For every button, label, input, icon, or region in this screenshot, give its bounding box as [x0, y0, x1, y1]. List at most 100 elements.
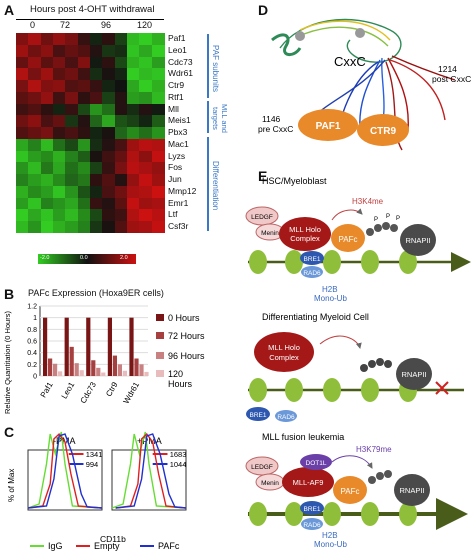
h2b-label-1: H2B	[322, 285, 338, 294]
h3k4me-arrow	[331, 208, 363, 221]
heatmap-cell	[151, 33, 165, 45]
heatmap-cell	[127, 80, 140, 93]
heatmap-cell	[139, 68, 153, 81]
heatmap-cell	[77, 115, 91, 128]
bar-chart: 0 0.2 0.4 0.6 0.8 1 1.2 Relative Quantitation (…	[3, 304, 205, 415]
heatmap-cell	[102, 80, 116, 93]
heatmap-cell	[16, 33, 29, 45]
heatmap-cell	[53, 91, 66, 104]
heatmap-cell	[127, 138, 140, 151]
panel-label-d: D	[258, 2, 269, 18]
heatmap-cell	[102, 68, 116, 81]
heatmap-cell	[114, 209, 128, 222]
heatmap-cell	[139, 185, 153, 198]
legend-label: Empty	[94, 541, 120, 551]
heatmap-cell	[77, 150, 91, 163]
heatmap-cell	[102, 185, 116, 198]
heatmap-cell	[28, 185, 42, 198]
bre1-protein	[246, 407, 270, 421]
h3k4me-label: H3K4me	[352, 197, 384, 206]
timepoint-label: 72	[60, 20, 71, 30]
h3k79me-arrow	[331, 455, 373, 469]
bar	[112, 355, 117, 376]
histogram-empty	[115, 432, 187, 509]
rad6-protein	[301, 518, 323, 530]
heatmap-cell	[102, 138, 116, 151]
heatmap-cell	[40, 115, 54, 128]
heatmap-cell	[40, 56, 54, 69]
y-tick-label: 1.2	[27, 304, 37, 311]
heatmap-cell	[65, 80, 79, 93]
heatmap-cell	[102, 162, 116, 175]
gene-label: Rtf1	[168, 91, 184, 102]
x-axis-label: CD11b	[100, 534, 126, 544]
heatmap-cell	[40, 91, 54, 104]
gene-label: Ltf	[168, 209, 178, 220]
bar	[43, 317, 48, 376]
gene-labels: Paf1 Leo1 Cdc73 Wdr61 Ctr9 Rtf1 Mll Meis1 Pbx3 Ma…	[168, 33, 208, 233]
heatmap-cell	[90, 138, 103, 151]
section-title-leukemia: MLL fusion leukemia	[262, 432, 344, 442]
heatmap-cell	[102, 115, 116, 128]
heatmap-cell	[53, 150, 66, 163]
ctd-tail-1	[366, 222, 398, 236]
heatmap-cell	[65, 150, 79, 163]
bre1-protein	[300, 501, 324, 515]
heatmap-cell	[65, 174, 79, 187]
bre1-label: BRE1	[304, 256, 321, 263]
bar	[53, 363, 58, 376]
heatmap-cell	[28, 221, 42, 234]
heatmap-cell	[28, 138, 42, 151]
heatmap-cell	[53, 197, 66, 210]
heatmap-cell	[114, 221, 128, 234]
heatmap-cell	[28, 80, 42, 93]
heatmap-cell	[151, 150, 165, 163]
heatmap-cell	[65, 103, 79, 116]
dot1l-protein	[300, 454, 332, 470]
heatmap-cell	[65, 221, 79, 234]
heatmap-cell	[139, 115, 153, 128]
heatmap-cell	[151, 91, 165, 104]
heatmap-cell	[53, 115, 66, 128]
histogram-title: +PMA	[137, 436, 162, 446]
heatmap-cell	[102, 221, 116, 234]
heatmap-cell	[16, 150, 29, 163]
legend-label: 72 Hours	[168, 331, 205, 341]
heatmap-cell	[114, 56, 128, 69]
heatmap-cell	[77, 68, 91, 81]
heatmap-cell	[151, 174, 165, 187]
section-title-hsc: HSC/Myeloblast	[262, 176, 327, 186]
mfi-empty: 1341	[86, 450, 103, 459]
heatmap-cell	[28, 33, 42, 45]
heatmap-cell	[151, 68, 165, 81]
heatmap-cell	[40, 150, 54, 163]
post-cxxc-number: 1214	[438, 64, 457, 74]
heatmap-cell	[90, 33, 103, 45]
gene-label: Mll	[168, 103, 179, 114]
cxxc-label: CxxC	[334, 54, 366, 69]
heatmap-cell	[65, 91, 79, 104]
heatmap-cell	[53, 33, 66, 45]
rad6-protein	[301, 266, 323, 278]
x-tick-label: Ctr9	[104, 380, 120, 398]
heatmap-cell	[114, 138, 128, 151]
heatmap-cell	[65, 138, 79, 151]
heatmap-cell	[127, 221, 140, 234]
heatmap-cell	[102, 209, 116, 222]
h3k79me-label: H3K79me	[356, 445, 392, 454]
group-label-mll: MLL and targets	[211, 103, 229, 133]
mfi-pafc: 994	[86, 460, 99, 469]
heatmap-title: Hours post 4-OHT withdrawal	[30, 4, 155, 15]
rnapii-2	[396, 358, 432, 390]
heatmap-cell	[77, 138, 91, 151]
heatmap-cell	[77, 103, 91, 116]
heatmap-cell	[127, 197, 140, 210]
heatmap-cell	[65, 33, 79, 45]
heatmap-cell	[28, 197, 42, 210]
heatmap-cell	[28, 68, 42, 81]
pafc-complex	[333, 476, 367, 504]
heatmap-cell	[40, 138, 54, 151]
heatmap-cell	[40, 162, 54, 175]
heatmap-cell	[139, 209, 153, 222]
heatmap-cell	[65, 56, 79, 69]
